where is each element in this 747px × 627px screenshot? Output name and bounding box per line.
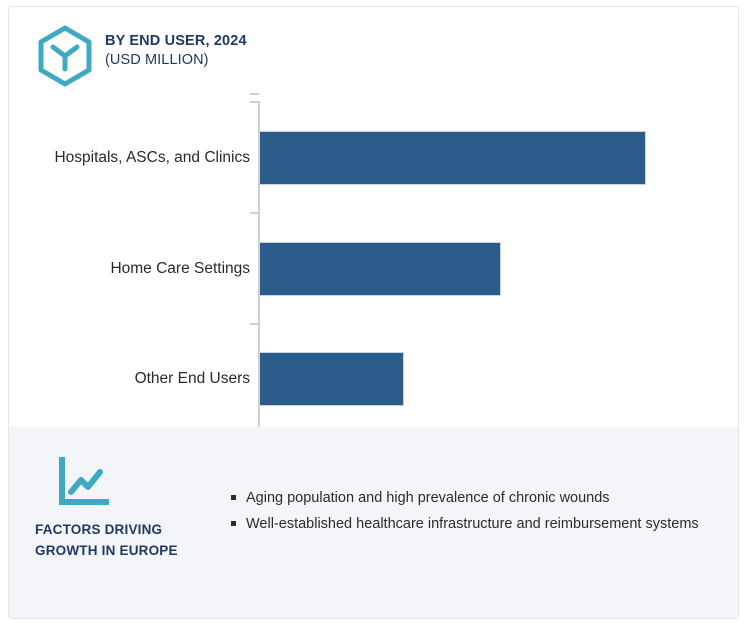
panel-title: FACTORS DRIVING GROWTH IN EUROPE <box>35 522 178 558</box>
hexagon-y-icon <box>35 25 95 87</box>
page-subtitle: (USD MILLION) <box>105 52 209 68</box>
bar-home-care-settings[interactable] <box>259 242 501 296</box>
factors-panel: FACTORS DRIVING GROWTH IN EUROPE Aging p… <box>9 427 738 618</box>
list-item: Well-established healthcare infrastructu… <box>231 513 721 535</box>
header-text-block: BY END USER, 2024 (USD MILLION) <box>105 32 247 70</box>
axis-tick <box>250 323 259 325</box>
trend-chart-icon <box>57 457 109 507</box>
bar-row[interactable]: Home Care Settings <box>110 242 728 296</box>
page-title: BY END USER, 2024 <box>105 33 247 49</box>
bar-row[interactable]: Hospitals, ASCs, and Clinics <box>54 131 728 185</box>
category-label: Hospitals, ASCs, and Clinics <box>54 149 250 166</box>
bar-chart: Hospitals, ASCs, and Clinics Home Care S… <box>9 93 738 435</box>
bar-other-end-users[interactable] <box>259 352 404 406</box>
list-item: Aging population and high prevalence of … <box>231 487 721 509</box>
bar-row[interactable]: Other End Users <box>135 352 728 406</box>
bar-hospitals-ascs-clinics[interactable] <box>259 131 646 185</box>
axis-tick <box>250 101 259 103</box>
category-label: Other End Users <box>134 370 250 387</box>
chart-card: BY END USER, 2024 (USD MILLION) Hospital… <box>8 6 739 619</box>
card-header: BY END USER, 2024 (USD MILLION) <box>9 7 738 93</box>
factors-list: Aging population and high prevalence of … <box>231 487 721 539</box>
category-label: Home Care Settings <box>110 260 250 277</box>
axis-tick <box>250 212 259 214</box>
axis-tick <box>250 93 259 95</box>
